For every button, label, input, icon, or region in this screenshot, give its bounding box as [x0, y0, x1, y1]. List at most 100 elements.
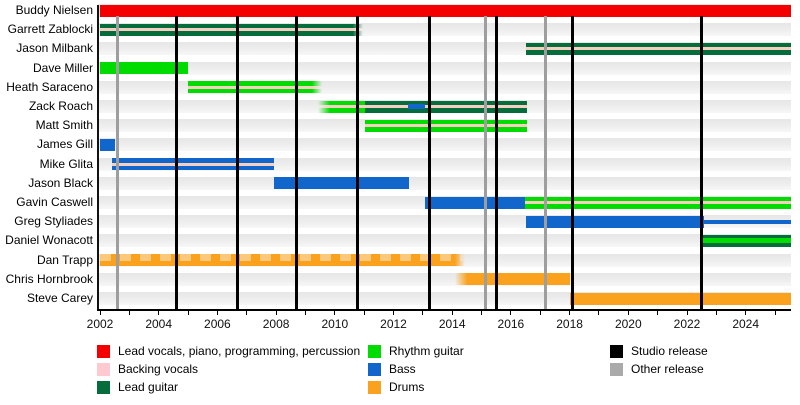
member-label: Garrett Zablocki [7, 22, 93, 37]
axis-tick-label: 2002 [86, 317, 114, 331]
release-line-studio [428, 16, 432, 310]
bar-stripe-backing-vocals [188, 85, 322, 89]
member-label: Gavin Caswell [16, 195, 93, 209]
axis-tick-label: 2008 [262, 317, 290, 331]
timeline-bar [318, 100, 366, 113]
legend-label: Bass [389, 362, 416, 376]
axis-tick [304, 311, 306, 315]
bar-stripe-backing-vocals [526, 47, 791, 51]
plot-left-border [97, 5, 99, 310]
timeline-bar [365, 100, 528, 113]
axis-tick [686, 311, 688, 315]
legend-label: Lead guitar [118, 380, 179, 394]
member-label: Steve Carey [26, 291, 93, 305]
timeline-bar [100, 4, 791, 17]
axis-tick-label: 2006 [204, 317, 231, 331]
member-label: Daniel Wonacott [5, 233, 93, 248]
timeline-bar [112, 158, 275, 171]
member-label: Heath Saraceno [6, 79, 93, 94]
axis-tick [657, 311, 659, 315]
legend-label: Other release [631, 362, 704, 376]
axis-tick [246, 311, 248, 315]
timeline-bar [274, 177, 410, 190]
row-band [98, 234, 791, 248]
axis-tick [99, 311, 101, 315]
axis-tick-label: 2018 [556, 317, 583, 331]
timeline-bar [701, 234, 791, 247]
axis-tick [216, 311, 218, 315]
release-line-studio [700, 16, 704, 310]
bar-stripe-backing-vocals [318, 105, 366, 108]
axis-tick [393, 311, 394, 315]
release-line-studio [295, 16, 299, 310]
bar-stripe-bass [407, 104, 425, 109]
member-label: Jason Black [28, 175, 93, 190]
release-line-other [544, 16, 548, 310]
axis-tick-label: 2016 [497, 317, 525, 331]
legend-swatch [610, 345, 623, 358]
bar-stripe-backing-vocals [365, 124, 528, 128]
axis-tick [275, 311, 277, 315]
axis-tick [627, 311, 629, 315]
member-label: Dave Miller [32, 60, 93, 75]
member-label: Buddy Nielsen [15, 3, 93, 17]
release-line-studio [236, 16, 240, 310]
bar-stripe-backing-vocals [112, 162, 275, 166]
member-label: Mike Glita [39, 156, 93, 171]
legend-swatch [97, 381, 110, 394]
axis-tick [128, 311, 130, 315]
legend-label: Studio release [631, 344, 708, 358]
legend-swatch [97, 363, 110, 376]
timeline-bar [455, 273, 570, 286]
axis-tick [539, 311, 541, 315]
bar-stripe-backing-vocals [365, 105, 528, 108]
row-band [98, 272, 791, 286]
timeline-bar [704, 219, 791, 224]
bar-stripe-backing-vocals [100, 28, 364, 32]
row-band [98, 176, 791, 190]
axis-tick-label: 2014 [438, 317, 466, 331]
legend-label: Lead vocals, piano, programming, percuss… [118, 344, 361, 358]
session-dash-pattern [100, 254, 466, 262]
axis-tick [187, 311, 189, 315]
member-label: Greg Styliades [14, 214, 93, 229]
axis-tick [334, 311, 336, 315]
legend-swatch [97, 345, 110, 358]
release-line-studio [571, 16, 575, 310]
legend-swatch [368, 363, 381, 376]
timeline-bar [424, 196, 525, 209]
timeline-bar [526, 42, 791, 55]
axis-tick [422, 311, 424, 315]
timeline-bar [188, 81, 322, 94]
release-line-studio [175, 16, 179, 310]
member-label: Matt Smith [35, 118, 93, 133]
bar-stripe-backing-vocals [524, 201, 791, 204]
axis-tick [510, 311, 512, 315]
axis-tick [745, 311, 747, 315]
axis-tick [715, 311, 717, 315]
legend-swatch [610, 363, 623, 376]
axis-tick [363, 311, 365, 315]
axis-tick-label: 2022 [673, 317, 701, 331]
axis-tick-label: 2012 [380, 317, 407, 331]
legend-label: Rhythm guitar [389, 344, 464, 358]
member-label: Chris Hornbrook [5, 271, 93, 286]
timeline-bar [524, 196, 791, 209]
axis-tick [598, 311, 600, 315]
legend-swatch [368, 381, 381, 394]
timeline-bar [526, 215, 705, 228]
member-label: Jason Milbank [16, 41, 93, 56]
axis-tick [451, 311, 453, 315]
member-label: Dan Trapp [36, 252, 93, 267]
x-axis-line [97, 309, 791, 311]
row-band [98, 138, 791, 152]
bar-stripe-rhythm-guitar [701, 238, 791, 244]
timeline-bar [365, 119, 528, 132]
timeline-bar [100, 23, 364, 36]
axis-tick [481, 311, 483, 315]
member-label: Zack Roach [28, 99, 93, 113]
release-line-other [484, 16, 488, 310]
axis-tick [774, 311, 776, 315]
